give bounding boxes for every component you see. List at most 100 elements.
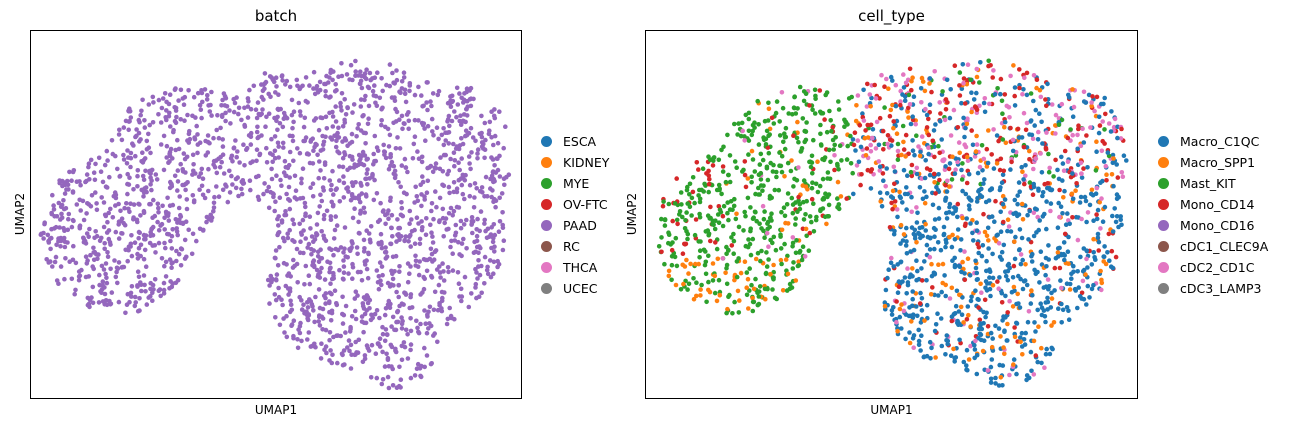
- scatter-point: [383, 306, 389, 311]
- scatter-point: [380, 349, 385, 355]
- scatter-point: [345, 105, 351, 111]
- scatter-point: [122, 222, 128, 228]
- scatter-point: [1056, 306, 1061, 312]
- scatter-point: [322, 347, 327, 353]
- scatter-point: [287, 206, 293, 212]
- scatter-point: [164, 117, 169, 123]
- scatter-point: [319, 265, 324, 271]
- scatter-point: [374, 375, 380, 381]
- scatter-point: [998, 76, 1004, 82]
- scatter-point: [175, 188, 180, 193]
- scatter-point: [421, 257, 427, 262]
- scatter-point: [437, 218, 442, 223]
- scatter-point: [461, 236, 466, 242]
- scatter-point: [158, 120, 164, 125]
- scatter-point: [175, 168, 181, 173]
- scatter-point: [354, 245, 360, 250]
- scatter-point: [1069, 276, 1074, 281]
- scatter-point: [698, 287, 703, 292]
- scatter-point: [88, 157, 94, 163]
- scatter-point: [306, 152, 312, 157]
- scatter-point: [358, 128, 364, 133]
- scatter-point: [365, 84, 371, 90]
- scatter-point: [1020, 217, 1026, 222]
- scatter-point: [900, 279, 905, 284]
- scatter-point: [489, 194, 495, 200]
- scatter-point: [280, 140, 286, 146]
- scatter-point: [910, 75, 915, 80]
- scatter-point: [831, 147, 836, 152]
- scatter-point: [1011, 63, 1016, 68]
- scatter-point: [815, 189, 821, 195]
- scatter-point: [340, 321, 346, 326]
- scatter-point: [304, 309, 309, 315]
- scatter-point: [165, 213, 171, 218]
- scatter-point: [1044, 346, 1049, 352]
- scatter-point: [690, 175, 696, 180]
- scatter-point: [790, 112, 795, 117]
- scatter-point: [965, 62, 971, 67]
- scatter-point: [988, 330, 994, 336]
- scatter-point: [931, 171, 937, 177]
- scatter-point: [1049, 323, 1054, 328]
- scatter-point: [338, 100, 343, 106]
- scatter-point: [797, 248, 803, 254]
- scatter-point: [906, 92, 912, 98]
- scatter-point: [390, 383, 396, 388]
- scatter-point: [184, 254, 189, 260]
- scatter-point: [1026, 375, 1032, 381]
- scatter-point: [492, 163, 497, 168]
- scatter-point: [124, 161, 130, 166]
- scatter-point: [1039, 170, 1045, 175]
- scatter-point: [451, 150, 457, 155]
- scatter-point: [772, 187, 778, 193]
- scatter-point: [901, 232, 907, 237]
- scatter-point: [368, 77, 374, 83]
- scatter-point: [932, 234, 937, 239]
- scatter-point: [906, 151, 911, 157]
- scatter-point: [61, 235, 67, 241]
- scatter-point: [284, 334, 290, 340]
- scatter-point: [998, 334, 1003, 339]
- scatter-point: [956, 140, 962, 145]
- scatter-point: [335, 333, 341, 338]
- scatter-point: [767, 193, 773, 199]
- scatter-point: [321, 212, 327, 218]
- scatter-point: [749, 282, 754, 288]
- scatter-point: [214, 184, 219, 189]
- scatter-point: [172, 173, 178, 179]
- scatter-point: [285, 231, 290, 236]
- scatter-point: [740, 169, 745, 174]
- scatter-point: [492, 133, 498, 139]
- scatter-point: [135, 269, 141, 274]
- scatter-point: [355, 251, 360, 257]
- scatter-point: [387, 62, 393, 67]
- scatter-point: [1037, 111, 1042, 116]
- scatter-point: [94, 251, 99, 257]
- scatter-point: [968, 221, 973, 226]
- scatter-point: [1104, 172, 1109, 177]
- scatter-point: [756, 294, 762, 299]
- scatter-point: [442, 220, 448, 226]
- scatter-point: [126, 119, 132, 124]
- scatter-point: [940, 89, 945, 94]
- scatter-point: [418, 292, 423, 297]
- scatter-point: [998, 156, 1004, 162]
- scatter-point: [666, 232, 672, 237]
- scatter-point: [76, 277, 82, 283]
- scatter-point: [814, 214, 819, 220]
- scatter-point: [1036, 129, 1041, 135]
- scatter-point: [135, 168, 141, 173]
- scatter-point: [129, 233, 134, 238]
- scatter-point: [375, 219, 381, 225]
- scatter-point: [53, 224, 59, 230]
- scatter-point: [1083, 198, 1089, 204]
- scatter-point: [1000, 172, 1006, 177]
- scatter-point: [895, 141, 901, 147]
- scatter-point: [813, 181, 819, 187]
- scatter-point: [964, 216, 969, 221]
- scatter-point: [301, 302, 306, 308]
- scatter-point: [359, 319, 365, 324]
- scatter-point: [372, 158, 377, 164]
- scatter-point: [375, 280, 381, 285]
